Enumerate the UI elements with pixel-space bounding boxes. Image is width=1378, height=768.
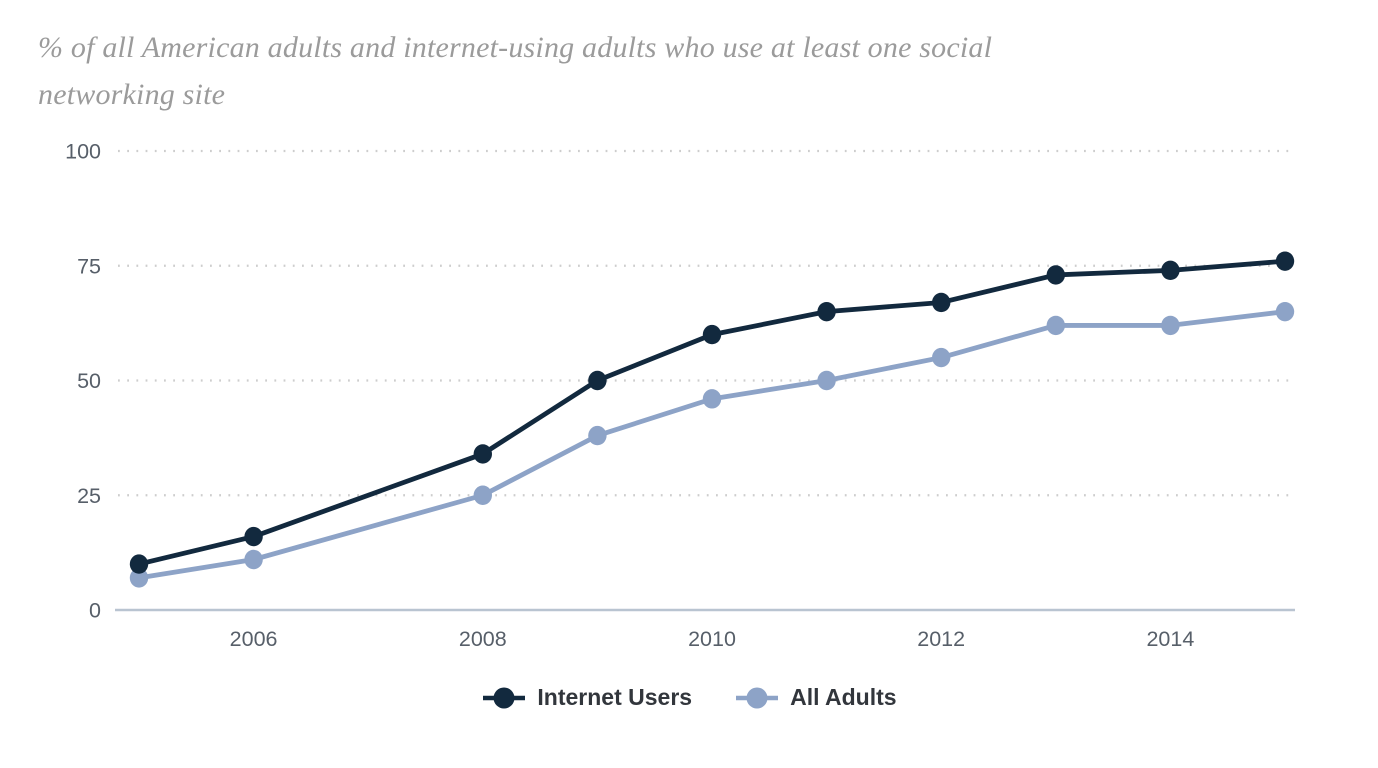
legend: Internet Users All Adults bbox=[0, 684, 1378, 711]
data-point-all-adults-2010 bbox=[702, 389, 722, 409]
x-tick-label-2010: 2010 bbox=[688, 627, 736, 651]
data-point-all-adults-2011 bbox=[817, 370, 836, 391]
y-axis-labels: 0 25 50 75 100 bbox=[65, 140, 101, 623]
chart-title: % of all American adults and internet-us… bbox=[38, 24, 992, 118]
y-tick-label-25: 25 bbox=[77, 484, 101, 508]
legend-label-internet-users: Internet Users bbox=[537, 684, 693, 710]
data-point-all-adults-2012 bbox=[932, 347, 951, 368]
data-point-internet-users-2012 bbox=[932, 292, 951, 313]
legend-item-internet-users: Internet Users bbox=[481, 684, 692, 711]
data-point-all-adults-2008 bbox=[473, 485, 492, 505]
data-point-all-adults-2009 bbox=[588, 425, 607, 446]
data-point-all-adults-2006 bbox=[244, 549, 263, 570]
data-point-internet-users-2009 bbox=[588, 370, 607, 391]
data-point-internet-users-2014 bbox=[1161, 260, 1180, 281]
chart-title-line1: % of all American adults and internet-us… bbox=[38, 31, 993, 64]
gridlines bbox=[115, 149, 1295, 612]
data-point-all-adults-2005 bbox=[129, 568, 149, 588]
legend-item-all-adults: All Adults bbox=[734, 684, 897, 711]
x-tick-label-2008: 2008 bbox=[459, 627, 507, 651]
chart-title-line2: networking site bbox=[38, 78, 226, 111]
data-point-all-adults-2013 bbox=[1046, 315, 1066, 336]
legend-label-all-adults: All Adults bbox=[790, 684, 897, 710]
series-line-internet-users bbox=[136, 258, 1288, 567]
x-tick-label-2012: 2012 bbox=[917, 627, 965, 651]
series-line-all-adults bbox=[136, 309, 1288, 581]
x-tick-label-2006: 2006 bbox=[230, 627, 278, 651]
data-point-all-adults-2015 bbox=[1275, 301, 1295, 322]
all-adults-line-marker-icon bbox=[736, 687, 779, 708]
y-tick-label-100: 100 bbox=[65, 140, 101, 164]
y-tick-label-50: 50 bbox=[77, 369, 101, 393]
data-point-all-adults-2014 bbox=[1161, 315, 1180, 336]
data-point-internet-users-2013 bbox=[1046, 265, 1066, 285]
internet-users-line-marker-icon bbox=[483, 687, 526, 708]
series-lines bbox=[129, 251, 1295, 588]
data-point-internet-users-2005 bbox=[129, 554, 149, 574]
y-tick-label-75: 75 bbox=[77, 254, 101, 278]
x-axis-labels: 2006 2008 2010 2012 2014 bbox=[230, 627, 1195, 651]
data-point-internet-users-2011 bbox=[817, 301, 836, 322]
data-point-internet-users-2015 bbox=[1275, 251, 1295, 271]
y-tick-label-0: 0 bbox=[89, 599, 101, 623]
data-point-internet-users-2006 bbox=[244, 526, 263, 547]
data-point-internet-users-2010 bbox=[702, 324, 722, 345]
data-point-internet-users-2008 bbox=[473, 444, 492, 464]
x-tick-label-2014: 2014 bbox=[1146, 627, 1194, 651]
